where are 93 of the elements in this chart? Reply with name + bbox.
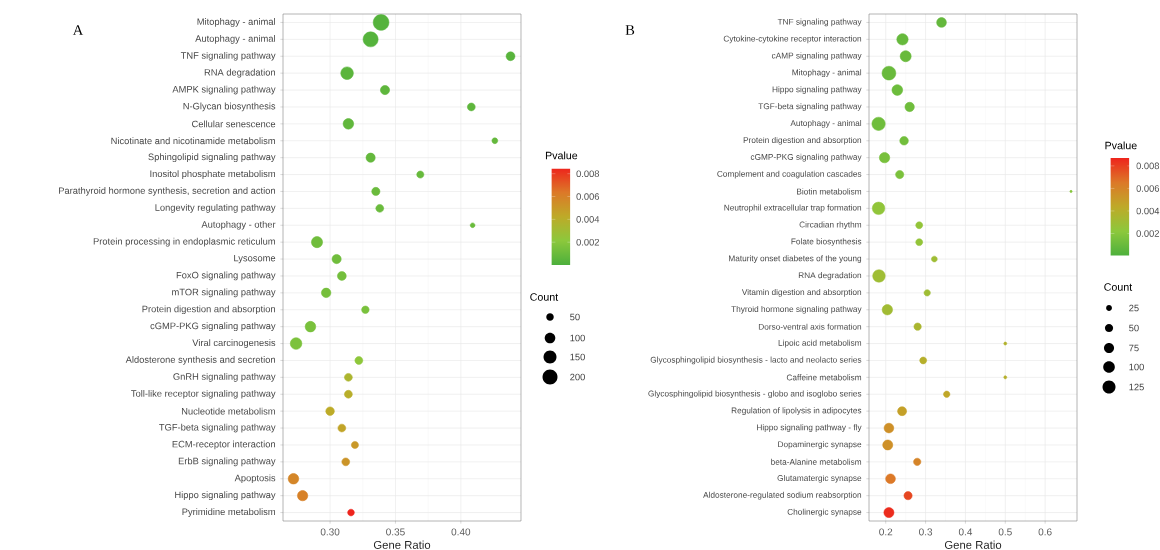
y-tick-label: Dopaminergic synapse	[778, 441, 862, 449]
y-tick-label: beta-Alanine metabolism	[771, 458, 862, 465]
y-tick-label: AMPK signaling pathway	[172, 85, 276, 95]
y-tick-label: Autophagy - animal	[790, 120, 862, 128]
y-tick-label: Hippo signaling pathway - fly	[757, 424, 862, 432]
y-tick-label: Parathyroid hormone synthesis, secretion and action	[59, 187, 275, 196]
y-tick-label: cGMP-PKG signaling pathway	[750, 153, 862, 162]
y-tick-label: Circadian rhythm	[799, 221, 862, 230]
legend-title: Count	[530, 293, 559, 301]
y-tick-label: Autophagy - animal	[195, 35, 275, 44]
y-tick-label: Nucleotide metabolism	[181, 407, 275, 415]
y-tick-label: Glutamatergic synapse	[777, 474, 862, 483]
y-tick-label: mTOR signaling pathway	[172, 288, 276, 298]
y-tick-label: Cellular senescence	[192, 120, 276, 128]
y-tick-label: Folate biosynthesis	[791, 238, 862, 247]
y-tick-label: TNF signaling pathway	[180, 51, 276, 61]
x-axis-title: Gene Ratio	[373, 540, 431, 549]
y-tick-label: Cholinergic synapse	[787, 508, 862, 517]
y-tick-label: TGF-beta signaling pathway	[758, 103, 862, 111]
y-tick-label: RNA degradation	[798, 272, 862, 280]
color-bar-label: 0.004	[1136, 207, 1160, 215]
x-tick-label: 0.6	[1038, 528, 1052, 536]
x-tick-label: 0.2	[879, 528, 893, 536]
y-tick-label: Lipoic acid metabolism	[778, 339, 862, 348]
legend-label: 100	[570, 334, 585, 342]
x-tick-label: 0.40	[451, 528, 471, 536]
color-bar-label: 0.008	[1136, 162, 1160, 170]
color-bar-label: 0.006	[1136, 185, 1160, 192]
y-tick-label: Hippo signaling pathway	[772, 86, 862, 94]
y-tick-label: Hippo signaling pathway	[175, 491, 276, 501]
y-tick-label: Neutrophil extracellular trap formation	[724, 204, 862, 213]
x-tick-label: 0.3	[919, 528, 933, 536]
legend-label: 125	[1129, 383, 1144, 391]
legend-label: 50	[1129, 324, 1139, 332]
y-tick-label: Dorso-ventral axis formation	[758, 323, 862, 330]
y-tick-label: Pyrimidine metabolism	[182, 508, 275, 517]
y-tick-label: Nicotinate and nicotinamide metabolism	[111, 137, 275, 145]
y-tick-label: Glycosphingolipid biosynthesis - lacto and neolacto series	[650, 356, 862, 365]
y-tick-label: Apoptosis	[234, 474, 276, 484]
y-tick-label: TGF-beta signaling pathway	[159, 423, 276, 433]
color-bar-title: Pvalue	[1105, 141, 1137, 150]
x-tick-label: 0.4	[958, 528, 973, 536]
y-tick-label: Aldosterone-regulated sodium reabsorption	[703, 491, 862, 500]
y-tick-label: Autophagy - other	[201, 220, 276, 230]
y-tick-label: Mitophagy - animal	[197, 18, 275, 27]
legend-label: 200	[570, 373, 585, 381]
x-tick-label: 0.35	[386, 528, 405, 536]
y-tick-label: Protein digestion and absorption	[142, 305, 275, 315]
y-tick-label: Cytokine-cytokine receptor interaction	[723, 35, 862, 44]
y-tick-label: Protein processing in endoplasmic reticulum	[93, 237, 275, 247]
legend-label: 150	[570, 353, 585, 361]
y-tick-label: Thyroid hormone signaling pathway	[731, 305, 862, 314]
legend-label: 50	[570, 313, 580, 321]
color-bar-label: 0.002	[1136, 230, 1159, 237]
y-tick-label: RNA degradation	[204, 68, 275, 78]
legend-title: Count	[1104, 283, 1133, 291]
y-tick-label: Aldosterone synthesis and secretion	[125, 356, 275, 365]
color-bar-label: 0.006	[576, 193, 600, 200]
x-tick-label: 0.5	[998, 528, 1012, 536]
color-bar-label: 0.008	[576, 170, 600, 177]
legend-label: 100	[1129, 363, 1144, 371]
text: B	[625, 25, 635, 35]
color-bar-label: 0.002	[576, 238, 599, 246]
y-tick-label: FoxO signaling pathway	[176, 271, 276, 281]
y-tick-label: N-Glycan biosynthesis	[183, 102, 276, 112]
y-tick-label: cAMP signaling pathway	[771, 52, 862, 61]
y-tick-label: Vitamin digestion and absorption	[741, 289, 862, 297]
color-bar-label: 0.004	[576, 216, 600, 223]
y-tick-label: Longevity regulating pathway	[155, 204, 276, 213]
color-bar-title: Pvalue	[545, 151, 578, 160]
y-tick-label: Inositol phosphate metabolism	[150, 170, 275, 179]
x-tick-label: 0.30	[320, 528, 340, 536]
y-tick-label: ECM-receptor interaction	[172, 440, 275, 450]
y-tick-label: GnRH signaling pathway	[173, 373, 276, 382]
y-tick-label: Mitophagy - animal	[792, 69, 862, 78]
y-tick-label: Regulation of lipolysis in adipocytes	[731, 407, 862, 416]
y-tick-label: TNF signaling pathway	[777, 18, 862, 27]
y-tick-label: Caffeine metabolism	[786, 374, 862, 381]
y-tick-label: Complement and coagulation cascades	[717, 170, 862, 179]
y-tick-label: ErbB signaling pathway	[178, 457, 276, 467]
y-tick-label: Toll-like receptor signaling pathway	[131, 389, 276, 399]
y-tick-label: Sphingolipid signaling pathway	[148, 153, 276, 163]
legend-label: 75	[1129, 344, 1139, 352]
y-tick-label: Biotin metabolism	[797, 188, 862, 195]
text: A	[72, 25, 84, 35]
y-tick-label: Maturity onset diabetes of the young	[729, 255, 862, 263]
x-axis-title: Gene Ratio	[944, 540, 1002, 549]
y-tick-label: Lysosome	[234, 254, 276, 264]
y-tick-label: cGMP-PKG signaling pathway	[150, 322, 276, 332]
y-tick-label: Viral carcinogenesis	[192, 339, 276, 348]
y-tick-label: Protein digestion and absorption	[743, 136, 862, 145]
y-tick-label: Glycosphingolipid biosynthesis - globo and isoglobo series	[648, 390, 862, 399]
legend-label: 25	[1129, 304, 1139, 312]
